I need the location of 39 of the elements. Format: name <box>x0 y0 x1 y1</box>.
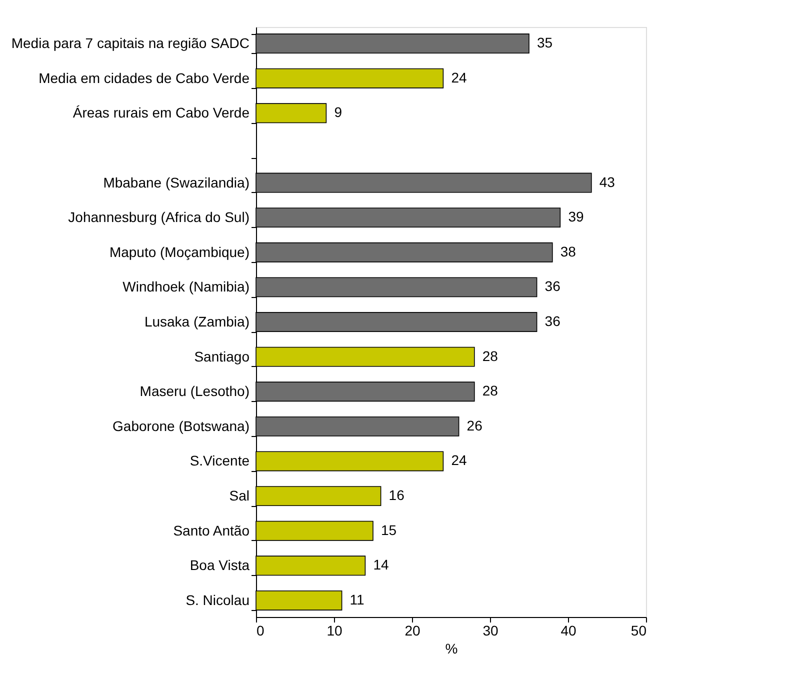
data-label: 39 <box>568 208 584 225</box>
data-label: 26 <box>466 417 483 434</box>
x-axis-title: % <box>445 640 458 656</box>
data-label: 15 <box>381 522 397 538</box>
x-tick-label: 50 <box>630 622 647 638</box>
y-tick-label: Mbabane (Swazilandia) <box>103 174 250 190</box>
y-tick-label: S. Nicolau <box>186 592 250 608</box>
data-label: 36 <box>544 313 561 329</box>
data-label: 16 <box>388 487 405 504</box>
y-tick-label: Media para 7 capitais na região SADC <box>11 35 250 52</box>
y-tick-label: Maputo (Moçambique) <box>109 244 250 260</box>
data-label: 24 <box>451 69 467 86</box>
y-tick-label: Gaborone (Botswana) <box>112 418 250 434</box>
x-tick-label: 10 <box>326 622 342 638</box>
y-tick-label: Lusaka (Zambia) <box>144 314 250 330</box>
data-label: 14 <box>373 556 389 573</box>
x-tick-label: 0 <box>256 622 264 638</box>
data-label: 38 <box>560 243 576 260</box>
y-tick-label: Media em cidades de Cabo Verde <box>38 70 250 86</box>
data-label: 11 <box>350 591 365 608</box>
data-label: 35 <box>537 34 553 51</box>
x-tick-label: 40 <box>560 622 576 638</box>
y-tick-label: Maseru (Lesotho) <box>140 383 250 400</box>
data-label: 28 <box>482 348 498 364</box>
y-tick-label: Sal <box>229 488 250 504</box>
data-label: 28 <box>482 382 498 399</box>
data-label: 9 <box>334 104 342 120</box>
data-label: 24 <box>451 452 467 468</box>
x-tick-label: 20 <box>404 622 420 638</box>
y-tick-label: Windhoek (Namibia) <box>122 278 250 295</box>
y-tick-label: Johannesburg (Africa do Sul) <box>68 209 250 226</box>
x-tick-label: 30 <box>482 622 498 638</box>
data-label: 36 <box>544 278 561 294</box>
y-tick-label: Santo Antão <box>173 522 250 538</box>
y-tick-label: Santiago <box>194 348 250 364</box>
y-tick-label: S.Vicente <box>190 452 250 469</box>
y-tick-label: Boa Vista <box>190 557 250 574</box>
y-tick-label: Áreas rurais em Cabo Verde <box>72 104 250 121</box>
data-label: 43 <box>599 174 616 190</box>
